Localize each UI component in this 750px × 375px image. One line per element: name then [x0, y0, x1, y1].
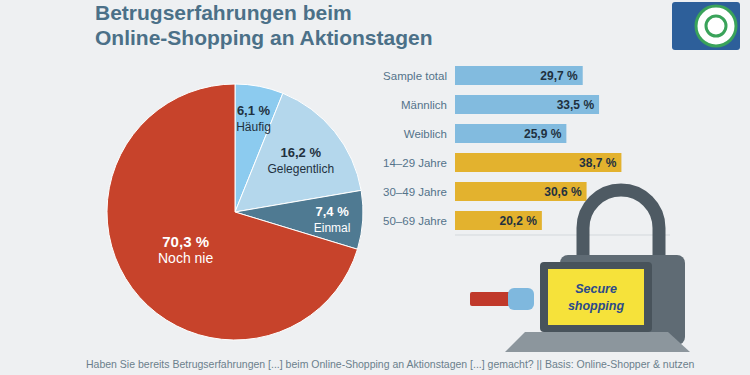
bar — [455, 95, 599, 114]
hand-sleeve — [470, 292, 510, 306]
illustration: Secureshopping — [470, 190, 690, 352]
bar-value-label: 20,2 % — [500, 214, 538, 228]
logo-seal-inner — [706, 16, 726, 36]
pie-category-label: Einmal — [314, 221, 351, 235]
logo-box — [672, 2, 740, 50]
pie-value-label: 7,4 % — [315, 204, 349, 219]
pie — [107, 84, 363, 340]
pie-category-label: Gelegentlich — [267, 162, 334, 176]
laptop-frame — [540, 262, 652, 332]
bar-category-label: 50–69 Jahre — [383, 215, 447, 227]
bar-value-label: 33,5 % — [557, 98, 595, 112]
logo — [672, 2, 740, 50]
laptop-screen — [548, 269, 644, 325]
bar-category-label: Sample total — [383, 70, 447, 82]
bar — [455, 211, 542, 230]
bar-category-label: Weiblich — [404, 128, 447, 140]
bar — [455, 66, 583, 85]
logo-seal — [696, 6, 736, 46]
screen-text: Secureshopping — [568, 282, 625, 313]
x-axis-line — [455, 235, 670, 236]
bar-category-label: Männlich — [401, 99, 447, 111]
lock-shackle — [583, 190, 659, 262]
bar-value-label: 30,6 % — [544, 185, 582, 199]
footnote: Haben Sie bereits Betrugserfahrungen [..… — [86, 358, 695, 370]
pie-value-label: 16,2 % — [281, 145, 322, 160]
bar-category-label: 30–49 Jahre — [383, 186, 447, 198]
bar-value-label: 25,9 % — [524, 127, 562, 141]
bar-value-label: 38,7 % — [579, 156, 617, 170]
pie-category-label: Häufig — [236, 120, 271, 134]
title: Betrugserfahrungen beimOnline-Shopping a… — [95, 1, 433, 49]
bar-value-label: 29,7 % — [540, 69, 578, 83]
chart-root: Betrugserfahrungen beimOnline-Shopping a… — [0, 0, 750, 375]
pie-value-label: 6,1 % — [237, 103, 271, 118]
bar — [455, 153, 621, 172]
bar — [455, 124, 566, 143]
bar — [455, 182, 587, 201]
bar-category-label: 14–29 Jahre — [383, 157, 447, 169]
background — [0, 0, 750, 375]
pie-category-label: Noch nie — [158, 250, 213, 266]
hand-glove — [508, 288, 534, 310]
laptop-base — [505, 332, 690, 352]
pie-value-label: 70,3 % — [162, 233, 209, 250]
pie-slice — [107, 84, 357, 340]
